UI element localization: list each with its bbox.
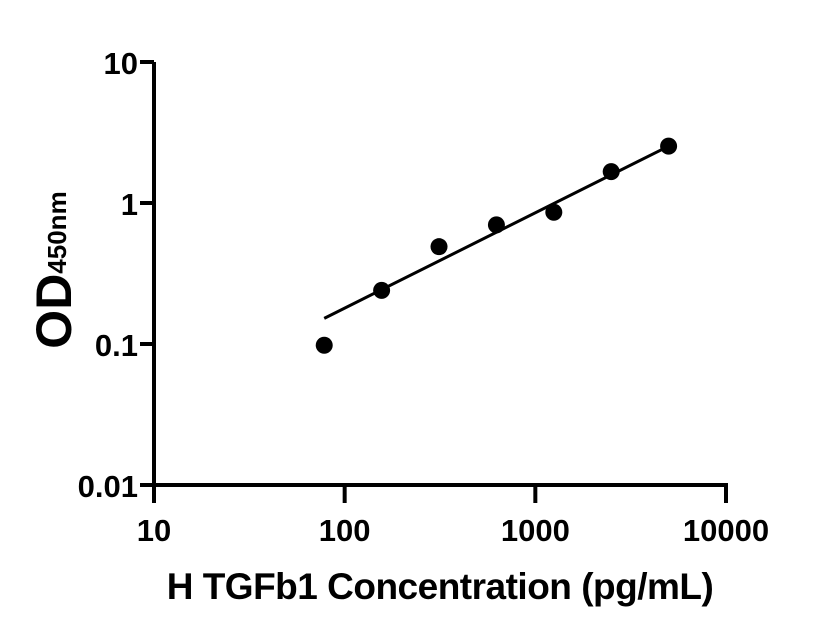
data-point: [660, 137, 678, 155]
x-tick-label: 100: [319, 513, 371, 548]
x-tick-label: 10000: [683, 513, 769, 548]
data-point: [315, 336, 333, 354]
x-axis-title: H TGFb1 Concentration (pg/mL): [166, 566, 714, 607]
y-axis-title-main: OD: [26, 273, 82, 349]
axis-spines: [152, 62, 728, 487]
data-point: [487, 216, 505, 234]
data-point: [545, 203, 563, 221]
y-axis-title-subscript: 450nm: [42, 191, 72, 274]
x-tick-label: 10: [137, 513, 171, 548]
data-point: [430, 238, 448, 256]
data-point: [373, 281, 391, 299]
y-tick-label: 1: [121, 187, 138, 222]
y-tick-label: 0.01: [78, 469, 138, 504]
y-tick-label: 10: [104, 46, 138, 81]
x-tick-label: 1000: [501, 513, 570, 548]
y-axis-title: OD450nm: [26, 191, 82, 349]
data-point: [602, 163, 620, 181]
y-tick-label: 0.1: [95, 328, 138, 363]
